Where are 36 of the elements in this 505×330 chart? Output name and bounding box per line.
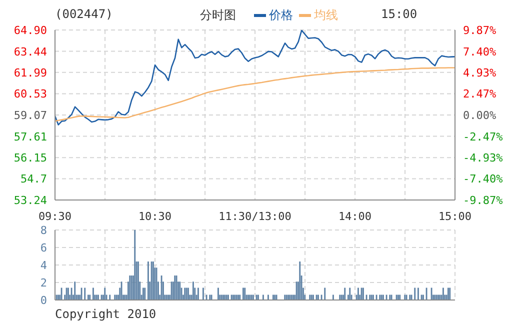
y-tick-label: 59.07 xyxy=(14,109,47,122)
y2-tick-label: 7.40% xyxy=(463,45,496,58)
text: 15:00 xyxy=(381,7,418,21)
chart-subtitle: (002447) xyxy=(55,7,113,21)
y-tick-label: 63.44 xyxy=(14,45,48,58)
y-tick-label: 8 xyxy=(40,224,47,237)
chart-title: 分时图 xyxy=(200,7,236,24)
y-tick-label: 61.99 xyxy=(14,66,47,80)
y2-tick-label: 2.47% xyxy=(463,88,496,101)
legend-label: 价格 xyxy=(268,7,293,24)
y-tick-label: 60.53 xyxy=(14,88,47,101)
y2-tick-label: -4.93% xyxy=(463,151,504,164)
y2-tick-label: -2.47% xyxy=(463,130,504,144)
x-tick-label: 15:00 xyxy=(438,210,472,223)
x-tick-label: 10:30 xyxy=(138,210,172,223)
y-tick-label: 54.7 xyxy=(20,172,47,186)
x-tick-label: 14:00 xyxy=(338,210,372,223)
y-tick-label: 2 xyxy=(40,276,47,290)
line-series xyxy=(55,67,455,122)
x-tick-label: 09:30 xyxy=(38,210,72,223)
y-tick-label: 4 xyxy=(40,259,48,272)
y2-tick-label: 4.93% xyxy=(463,66,496,80)
y-tick-label: 6 xyxy=(40,242,47,254)
y-tick-label: 56.15 xyxy=(14,152,47,165)
line-series xyxy=(55,30,455,126)
y-tick-label: 57.61 xyxy=(14,130,47,144)
y2-tick-label: -7.40% xyxy=(463,172,504,186)
y2-tick-label: 9.87% xyxy=(463,24,496,37)
y-tick-label: 64.90 xyxy=(14,24,47,37)
text: Copyright 2010 xyxy=(55,307,156,321)
x-tick-label: 11:30/13:00 xyxy=(218,210,292,223)
y2-tick-label: 0.00% xyxy=(463,109,496,122)
y-tick-label: 0 xyxy=(40,294,47,307)
legend-label: 均线 xyxy=(313,7,338,24)
y-tick-label: 53.24 xyxy=(14,194,48,207)
y2-tick-label: -9.87% xyxy=(463,194,504,207)
